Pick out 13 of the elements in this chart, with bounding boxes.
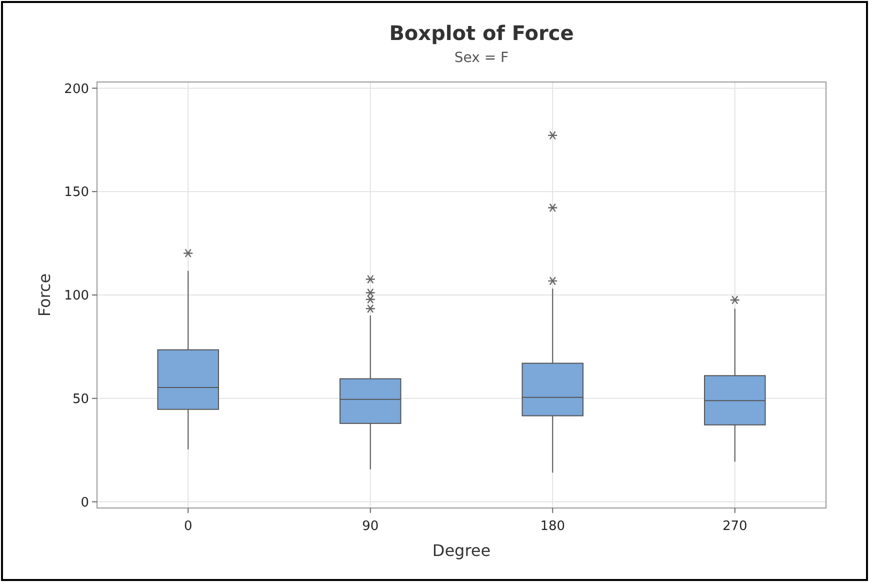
y-tick-label: 0 [80,495,89,510]
chart-title: Boxplot of Force [389,21,574,45]
y-tick-label: 200 [64,82,89,97]
chart-subtitle: Sex = F [454,50,509,66]
x-tick-label: 0 [184,519,192,534]
x-tick-label: 90 [362,519,379,534]
x-axis-title: Degree [432,541,491,560]
y-tick-label: 50 [72,392,89,407]
y-axis-title: Force [35,273,54,317]
x-tick-label: 180 [540,519,566,534]
x-tick-label: 270 [722,519,748,534]
y-tick-label: 100 [64,288,89,304]
y-tick-label: 150 [64,185,89,200]
